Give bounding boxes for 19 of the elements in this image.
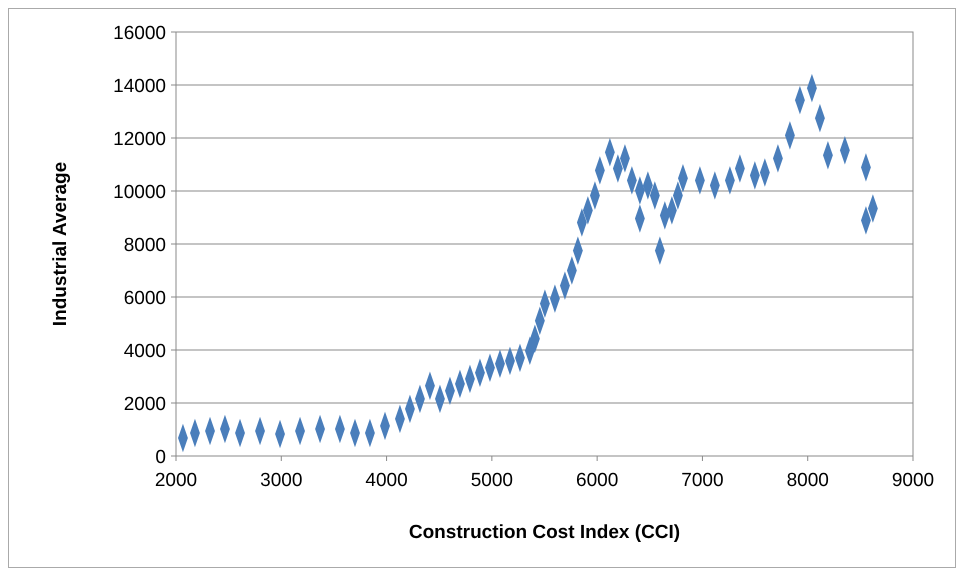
- x-tick-label: 9000: [892, 470, 934, 491]
- x-axis-title: Construction Cost Index (CCI): [408, 522, 680, 543]
- y-tick-label: 10000: [113, 182, 166, 203]
- x-tick-label: 5000: [470, 470, 513, 491]
- x-tick-label: 3000: [260, 470, 302, 491]
- y-tick-label: 14000: [113, 76, 166, 97]
- x-tick-label: 6000: [576, 470, 618, 491]
- x-tick-label: 4000: [365, 470, 408, 491]
- x-tick-label: 8000: [786, 470, 829, 491]
- y-tick-label: 2000: [124, 394, 166, 415]
- x-tick-label: 2000: [154, 470, 198, 491]
- y-tick-label: 0: [155, 447, 166, 468]
- y-axis-title: Industrial Average: [50, 162, 71, 326]
- y-tick-label: 6000: [124, 288, 166, 309]
- y-tick-label: 16000: [113, 23, 166, 44]
- y-tick-label: 8000: [124, 235, 166, 256]
- y-tick-label: 4000: [124, 341, 166, 362]
- y-tick-label: 12000: [113, 129, 166, 150]
- x-tick-label: 7000: [681, 470, 724, 491]
